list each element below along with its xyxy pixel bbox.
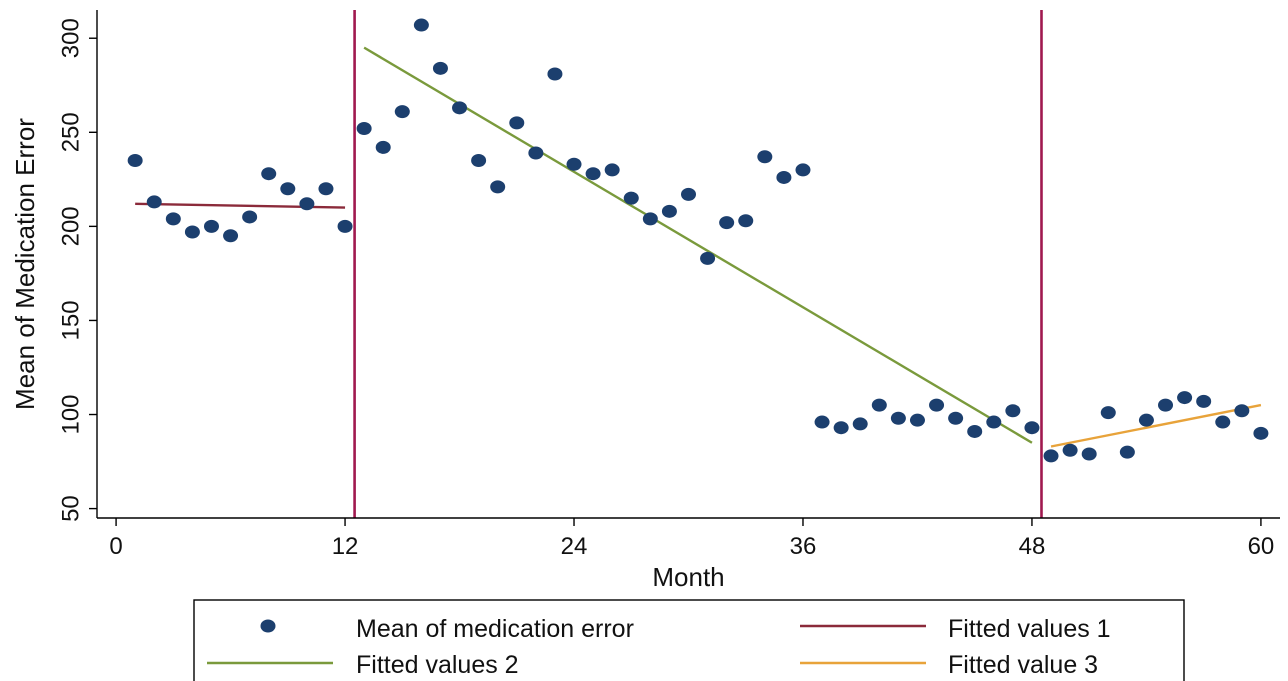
data-point xyxy=(337,219,353,233)
x-axis-title: Month xyxy=(652,562,724,592)
y-tick-label: 300 xyxy=(57,18,84,58)
data-point xyxy=(471,154,487,168)
data-point xyxy=(795,163,811,177)
data-point xyxy=(203,219,219,233)
data-point xyxy=(490,180,506,194)
data-point xyxy=(738,214,754,228)
data-point xyxy=(528,146,544,160)
data-point xyxy=(242,210,258,224)
data-point xyxy=(1253,426,1269,440)
plot-area xyxy=(127,10,1269,518)
data-point xyxy=(1234,404,1250,418)
data-point xyxy=(1005,404,1021,418)
legend: Mean of medication error Fitted values 1 F… xyxy=(193,599,1185,681)
data-point xyxy=(223,229,239,243)
data-point xyxy=(642,212,658,226)
x-tick-label: 12 xyxy=(332,533,359,560)
data-point xyxy=(184,225,200,239)
legend-label-3: Fitted values 2 xyxy=(356,651,519,679)
y-tick-label: 200 xyxy=(57,206,84,246)
data-point xyxy=(1119,445,1135,459)
legend-marker-icon xyxy=(260,619,276,633)
data-point xyxy=(814,415,830,429)
data-point xyxy=(871,398,887,412)
data-point xyxy=(1158,398,1174,412)
data-point xyxy=(509,116,525,130)
data-point xyxy=(394,105,410,119)
data-point xyxy=(929,398,945,412)
data-point xyxy=(909,413,925,427)
data-point xyxy=(1196,394,1212,408)
legend-label-4: Fitted value 3 xyxy=(948,651,1098,679)
data-point xyxy=(967,424,983,438)
data-point xyxy=(890,411,906,425)
data-point xyxy=(1062,443,1078,457)
x-tick-label: 60 xyxy=(1248,533,1275,560)
data-point xyxy=(986,415,1002,429)
data-point xyxy=(413,18,429,32)
data-point xyxy=(547,67,563,81)
data-point xyxy=(776,170,792,184)
data-point xyxy=(566,157,582,171)
data-point xyxy=(452,101,468,115)
data-point xyxy=(852,417,868,431)
x-tick-label: 24 xyxy=(561,533,588,560)
data-point xyxy=(432,61,448,75)
data-point xyxy=(1024,421,1040,435)
data-point xyxy=(318,182,334,196)
axes: 50 100 150 200 250 300 0 12 24 36 48 60 xyxy=(57,10,1280,560)
y-axis-title: Mean of Medication Error xyxy=(10,118,40,410)
fitted-line-2 xyxy=(363,46,1033,444)
data-point xyxy=(661,204,677,218)
fitted-line-3 xyxy=(1050,403,1262,448)
data-point xyxy=(261,167,277,181)
x-tick-label: 48 xyxy=(1019,533,1046,560)
data-point xyxy=(604,163,620,177)
data-point xyxy=(833,421,849,435)
data-point xyxy=(1043,449,1059,463)
data-point xyxy=(1215,415,1231,429)
y-tick-label: 250 xyxy=(57,112,84,152)
data-point xyxy=(700,251,716,265)
data-point xyxy=(719,216,735,230)
y-tick-label: 50 xyxy=(57,495,84,522)
y-tick-label: 150 xyxy=(57,300,84,340)
data-point xyxy=(681,187,696,201)
legend-label-1: Mean of medication error xyxy=(356,615,634,643)
data-point xyxy=(165,212,181,226)
data-point xyxy=(585,167,601,181)
data-point xyxy=(356,122,372,136)
legend-box xyxy=(193,599,1185,681)
data-point xyxy=(1100,406,1116,420)
data-point xyxy=(127,154,143,168)
data-point xyxy=(375,140,391,154)
y-tick-label: 100 xyxy=(57,394,84,434)
legend-label-2: Fitted values 1 xyxy=(948,615,1111,643)
data-point xyxy=(1081,447,1097,461)
data-point xyxy=(1177,391,1193,405)
data-point xyxy=(948,411,964,425)
x-tick-label: 0 xyxy=(109,533,122,560)
data-point xyxy=(280,182,296,196)
data-point xyxy=(623,191,639,205)
data-point xyxy=(1138,413,1154,427)
data-point xyxy=(757,150,773,164)
x-tick-label: 36 xyxy=(790,533,817,560)
data-point xyxy=(146,195,162,209)
data-point xyxy=(299,197,315,211)
